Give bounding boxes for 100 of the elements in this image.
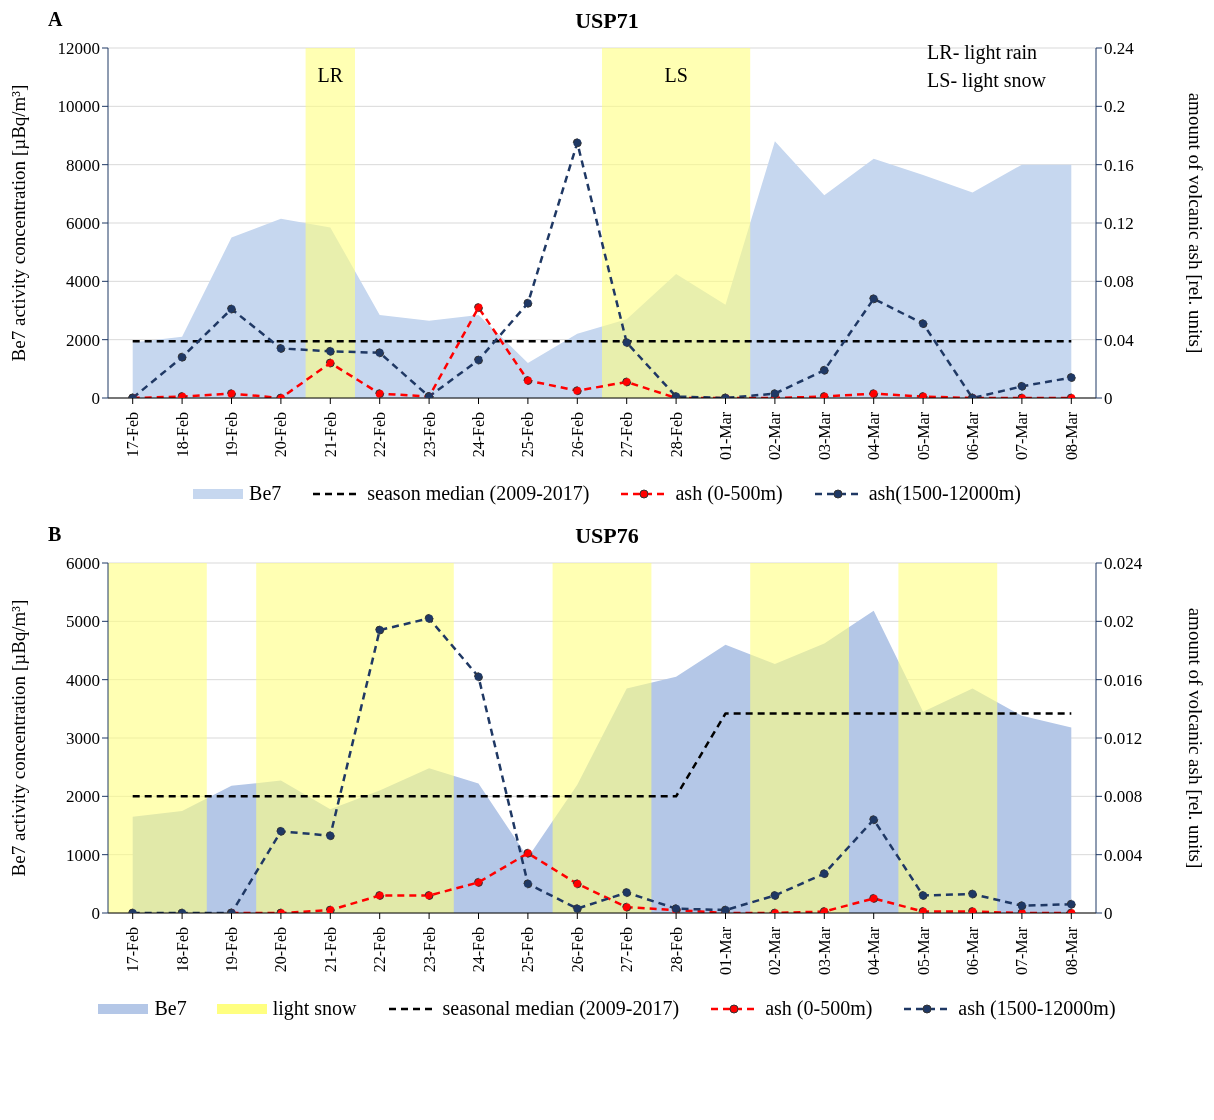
x-tick-label: 21-Feb xyxy=(321,412,339,458)
annotation: LS- light snow xyxy=(927,68,1046,94)
point xyxy=(523,879,533,889)
y-axis-title: Be7 activity concentration [µBq/m³] xyxy=(7,599,29,877)
x-tick-label: 04-Mar xyxy=(865,926,883,975)
x-tick-label: 24-Feb xyxy=(470,412,487,458)
y2-tick-label: 0.004 xyxy=(1104,845,1143,865)
x-tick-label: 08-Mar xyxy=(1062,411,1080,460)
point xyxy=(622,888,632,898)
x-tick-label: 20-Feb xyxy=(272,412,290,458)
x-tick-label: 01-Mar xyxy=(717,926,734,975)
point xyxy=(1017,901,1027,911)
point xyxy=(572,904,582,913)
point xyxy=(325,358,335,368)
y-tick-label: 6000 xyxy=(66,554,100,574)
point xyxy=(424,613,434,623)
y-tick-label: 4000 xyxy=(66,670,100,690)
y-tick-label: 6000 xyxy=(66,214,100,234)
y-tick-label: 2000 xyxy=(66,330,100,350)
point xyxy=(227,304,236,314)
point xyxy=(770,389,780,398)
x-tick-label: 28-Feb xyxy=(667,412,685,458)
x-tick-label: 07-Mar xyxy=(1013,411,1031,460)
annotation: LR- light rain xyxy=(927,40,1039,66)
x-tick-label: 25-Feb xyxy=(519,412,537,458)
x-tick-label: 03-Mar xyxy=(815,926,833,975)
legend-label: seasonal median (2009-2017) xyxy=(442,997,680,1020)
y-tick-label: 10000 xyxy=(57,97,100,117)
y2-tick-label: 0.016 xyxy=(1104,670,1143,690)
point xyxy=(918,891,928,900)
point xyxy=(869,893,879,903)
legend-label: light snow xyxy=(272,997,357,1020)
point xyxy=(622,902,632,912)
chart-title: USP71 xyxy=(575,8,639,33)
x-tick-label: 27-Feb xyxy=(618,412,636,458)
legend-label: ash (1500-12000m) xyxy=(958,997,1116,1020)
x-tick-label: 07-Mar xyxy=(1013,926,1031,975)
point xyxy=(474,672,483,682)
x-tick-label: 23-Feb xyxy=(420,412,438,458)
x-tick-label: 19-Feb xyxy=(223,412,240,458)
y2-tick-label: 0.04 xyxy=(1104,330,1135,350)
text: A xyxy=(48,8,63,31)
point xyxy=(227,389,236,398)
text: B xyxy=(48,523,62,546)
y2-tick-label: 0.16 xyxy=(1104,155,1134,175)
point xyxy=(869,815,879,825)
y-tick-label: 5000 xyxy=(66,612,100,632)
x-tick-label: 26-Feb xyxy=(568,927,586,973)
x-tick-label: 02-Mar xyxy=(766,411,784,460)
point xyxy=(572,879,582,889)
y2-tick-label: 0.012 xyxy=(1104,729,1143,749)
legend-label: season median (2009-2017) xyxy=(367,482,590,505)
x-tick-label: 05-Mar xyxy=(914,411,932,460)
x-tick-label: 19-Feb xyxy=(223,927,240,973)
x-tick-label: 28-Feb xyxy=(667,927,685,973)
x-tick-label: 03-Mar xyxy=(815,411,833,460)
x-tick-label: 18-Feb xyxy=(173,927,191,973)
x-tick-label: 18-Feb xyxy=(173,412,191,458)
chart-title: USP76 xyxy=(575,523,639,548)
point xyxy=(523,848,533,858)
point xyxy=(523,298,533,308)
legend-label: Be7 xyxy=(154,997,187,1020)
band-label: LS xyxy=(664,64,688,87)
y-tick-label: 0 xyxy=(91,904,100,924)
point xyxy=(572,386,582,396)
x-tick-label: 22-Feb xyxy=(371,412,389,458)
point xyxy=(375,348,385,358)
x-tick-label: 06-Mar xyxy=(964,411,981,460)
point xyxy=(523,376,533,385)
point xyxy=(474,355,483,365)
x-tick-label: 24-Feb xyxy=(470,927,487,973)
y2-axis-title: amount of volcanic ash [rel. units] xyxy=(1185,607,1207,869)
x-tick-label: 20-Feb xyxy=(272,927,290,973)
point xyxy=(276,343,286,353)
point xyxy=(819,365,829,375)
point xyxy=(1066,899,1076,909)
point xyxy=(770,891,780,900)
point xyxy=(424,891,434,900)
point xyxy=(375,625,385,635)
y2-tick-label: 0.12 xyxy=(1104,214,1134,234)
x-tick-label: 27-Feb xyxy=(618,927,636,973)
point xyxy=(325,346,335,356)
y2-tick-label: 0.08 xyxy=(1104,272,1134,292)
legend-label: ash(1500-12000m) xyxy=(868,482,1021,505)
x-tick-label: 06-Mar xyxy=(964,926,981,975)
x-tick-label: 26-Feb xyxy=(568,412,586,458)
point xyxy=(325,831,335,841)
band-label: LR xyxy=(317,64,344,87)
point xyxy=(869,389,879,398)
point xyxy=(177,352,187,362)
point xyxy=(375,389,385,398)
point xyxy=(622,377,632,387)
x-tick-label: 17-Feb xyxy=(124,927,142,973)
y2-axis-title: amount of volcanic ash [rel. units] xyxy=(1185,92,1207,354)
x-tick-label: 08-Mar xyxy=(1062,926,1080,975)
y-tick-label: 4000 xyxy=(66,272,100,292)
point xyxy=(819,869,829,879)
y2-tick-label: 0.2 xyxy=(1104,97,1126,117)
x-tick-label: 01-Mar xyxy=(717,411,734,460)
y2-tick-label: 0.024 xyxy=(1104,554,1143,574)
